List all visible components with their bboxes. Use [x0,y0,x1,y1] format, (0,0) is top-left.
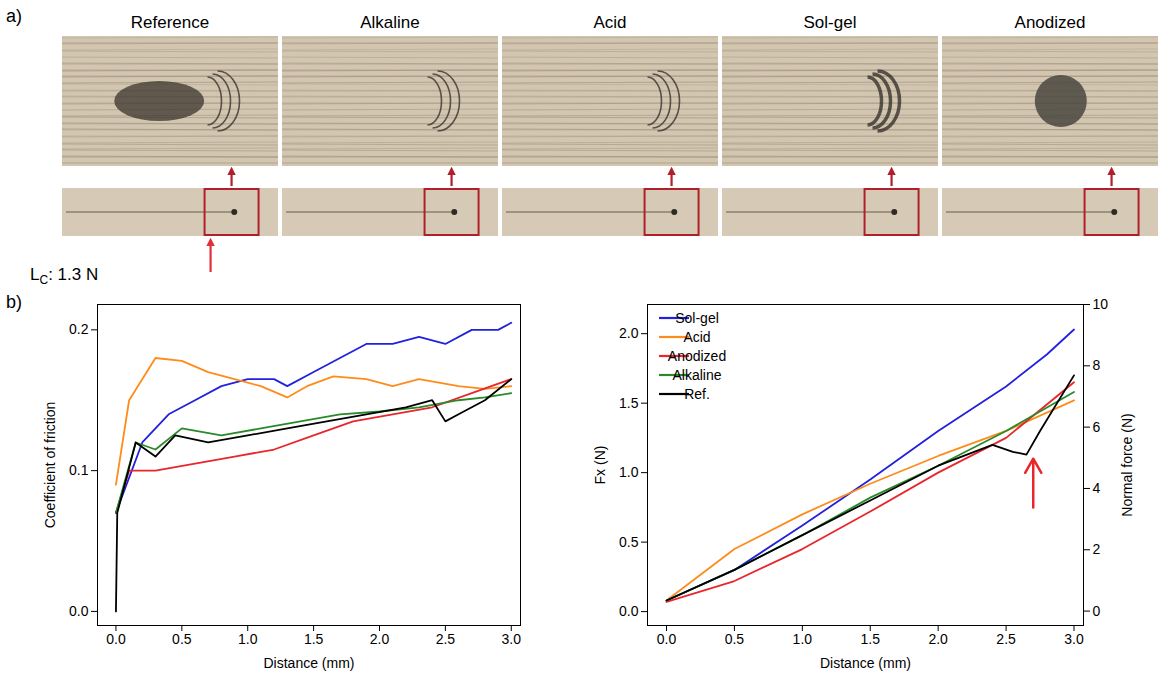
svg-text:1.0: 1.0 [619,464,639,480]
svg-text:Distance (mm): Distance (mm) [263,655,354,671]
svg-text:a): a) [6,6,22,26]
svg-text:Sol-gel: Sol-gel [804,13,857,32]
svg-text:2: 2 [1093,541,1101,557]
svg-text:0.0: 0.0 [106,631,126,647]
svg-text:0.2: 0.2 [69,321,89,337]
svg-text:10: 10 [1093,296,1109,312]
svg-text:Alkaline: Alkaline [672,367,721,383]
svg-text:Ref.: Ref. [684,386,710,402]
svg-text:Coefficient of friction: Coefficient of friction [42,402,58,529]
svg-text:0.0: 0.0 [657,631,677,647]
svg-text:2.5: 2.5 [996,631,1016,647]
svg-text:Distance (mm): Distance (mm) [820,655,911,671]
svg-text:1.5: 1.5 [861,631,881,647]
svg-text:Acid: Acid [683,329,710,345]
svg-text:Fx (N): Fx (N) [592,446,608,485]
svg-text:0.1: 0.1 [69,462,89,478]
svg-text:6: 6 [1093,419,1101,435]
svg-text:2.0: 2.0 [928,631,948,647]
svg-text:0.0: 0.0 [69,603,89,619]
svg-text:Normal force (N): Normal force (N) [1119,413,1135,516]
svg-text:4: 4 [1093,480,1101,496]
svg-text:2.0: 2.0 [370,631,390,647]
html-text:b): b) [6,292,22,312]
svg-text:8: 8 [1093,357,1101,373]
svg-text:Anodized: Anodized [668,348,726,364]
svg-text:Anodized: Anodized [1015,13,1086,32]
svg-text:0: 0 [1093,603,1101,619]
svg-text:1.0: 1.0 [238,631,258,647]
svg-text:Reference: Reference [131,13,209,32]
svg-text:1.5: 1.5 [619,395,639,411]
svg-text:0.5: 0.5 [725,631,745,647]
svg-text:Acid: Acid [593,13,626,32]
svg-text:LC: 1.3 N: LC: 1.3 N [30,265,98,287]
svg-text:Sol-gel: Sol-gel [675,310,719,326]
svg-text:2.5: 2.5 [436,631,456,647]
svg-text:1.5: 1.5 [304,631,324,647]
svg-text:2.0: 2.0 [619,325,639,341]
svg-text:3.0: 3.0 [1064,631,1084,647]
svg-text:3.0: 3.0 [502,631,522,647]
svg-text:0.5: 0.5 [619,534,639,550]
svg-text:Alkaline: Alkaline [360,13,420,32]
svg-text:1.0: 1.0 [793,631,813,647]
svg-text:0.0: 0.0 [619,603,639,619]
svg-text:0.5: 0.5 [172,631,192,647]
